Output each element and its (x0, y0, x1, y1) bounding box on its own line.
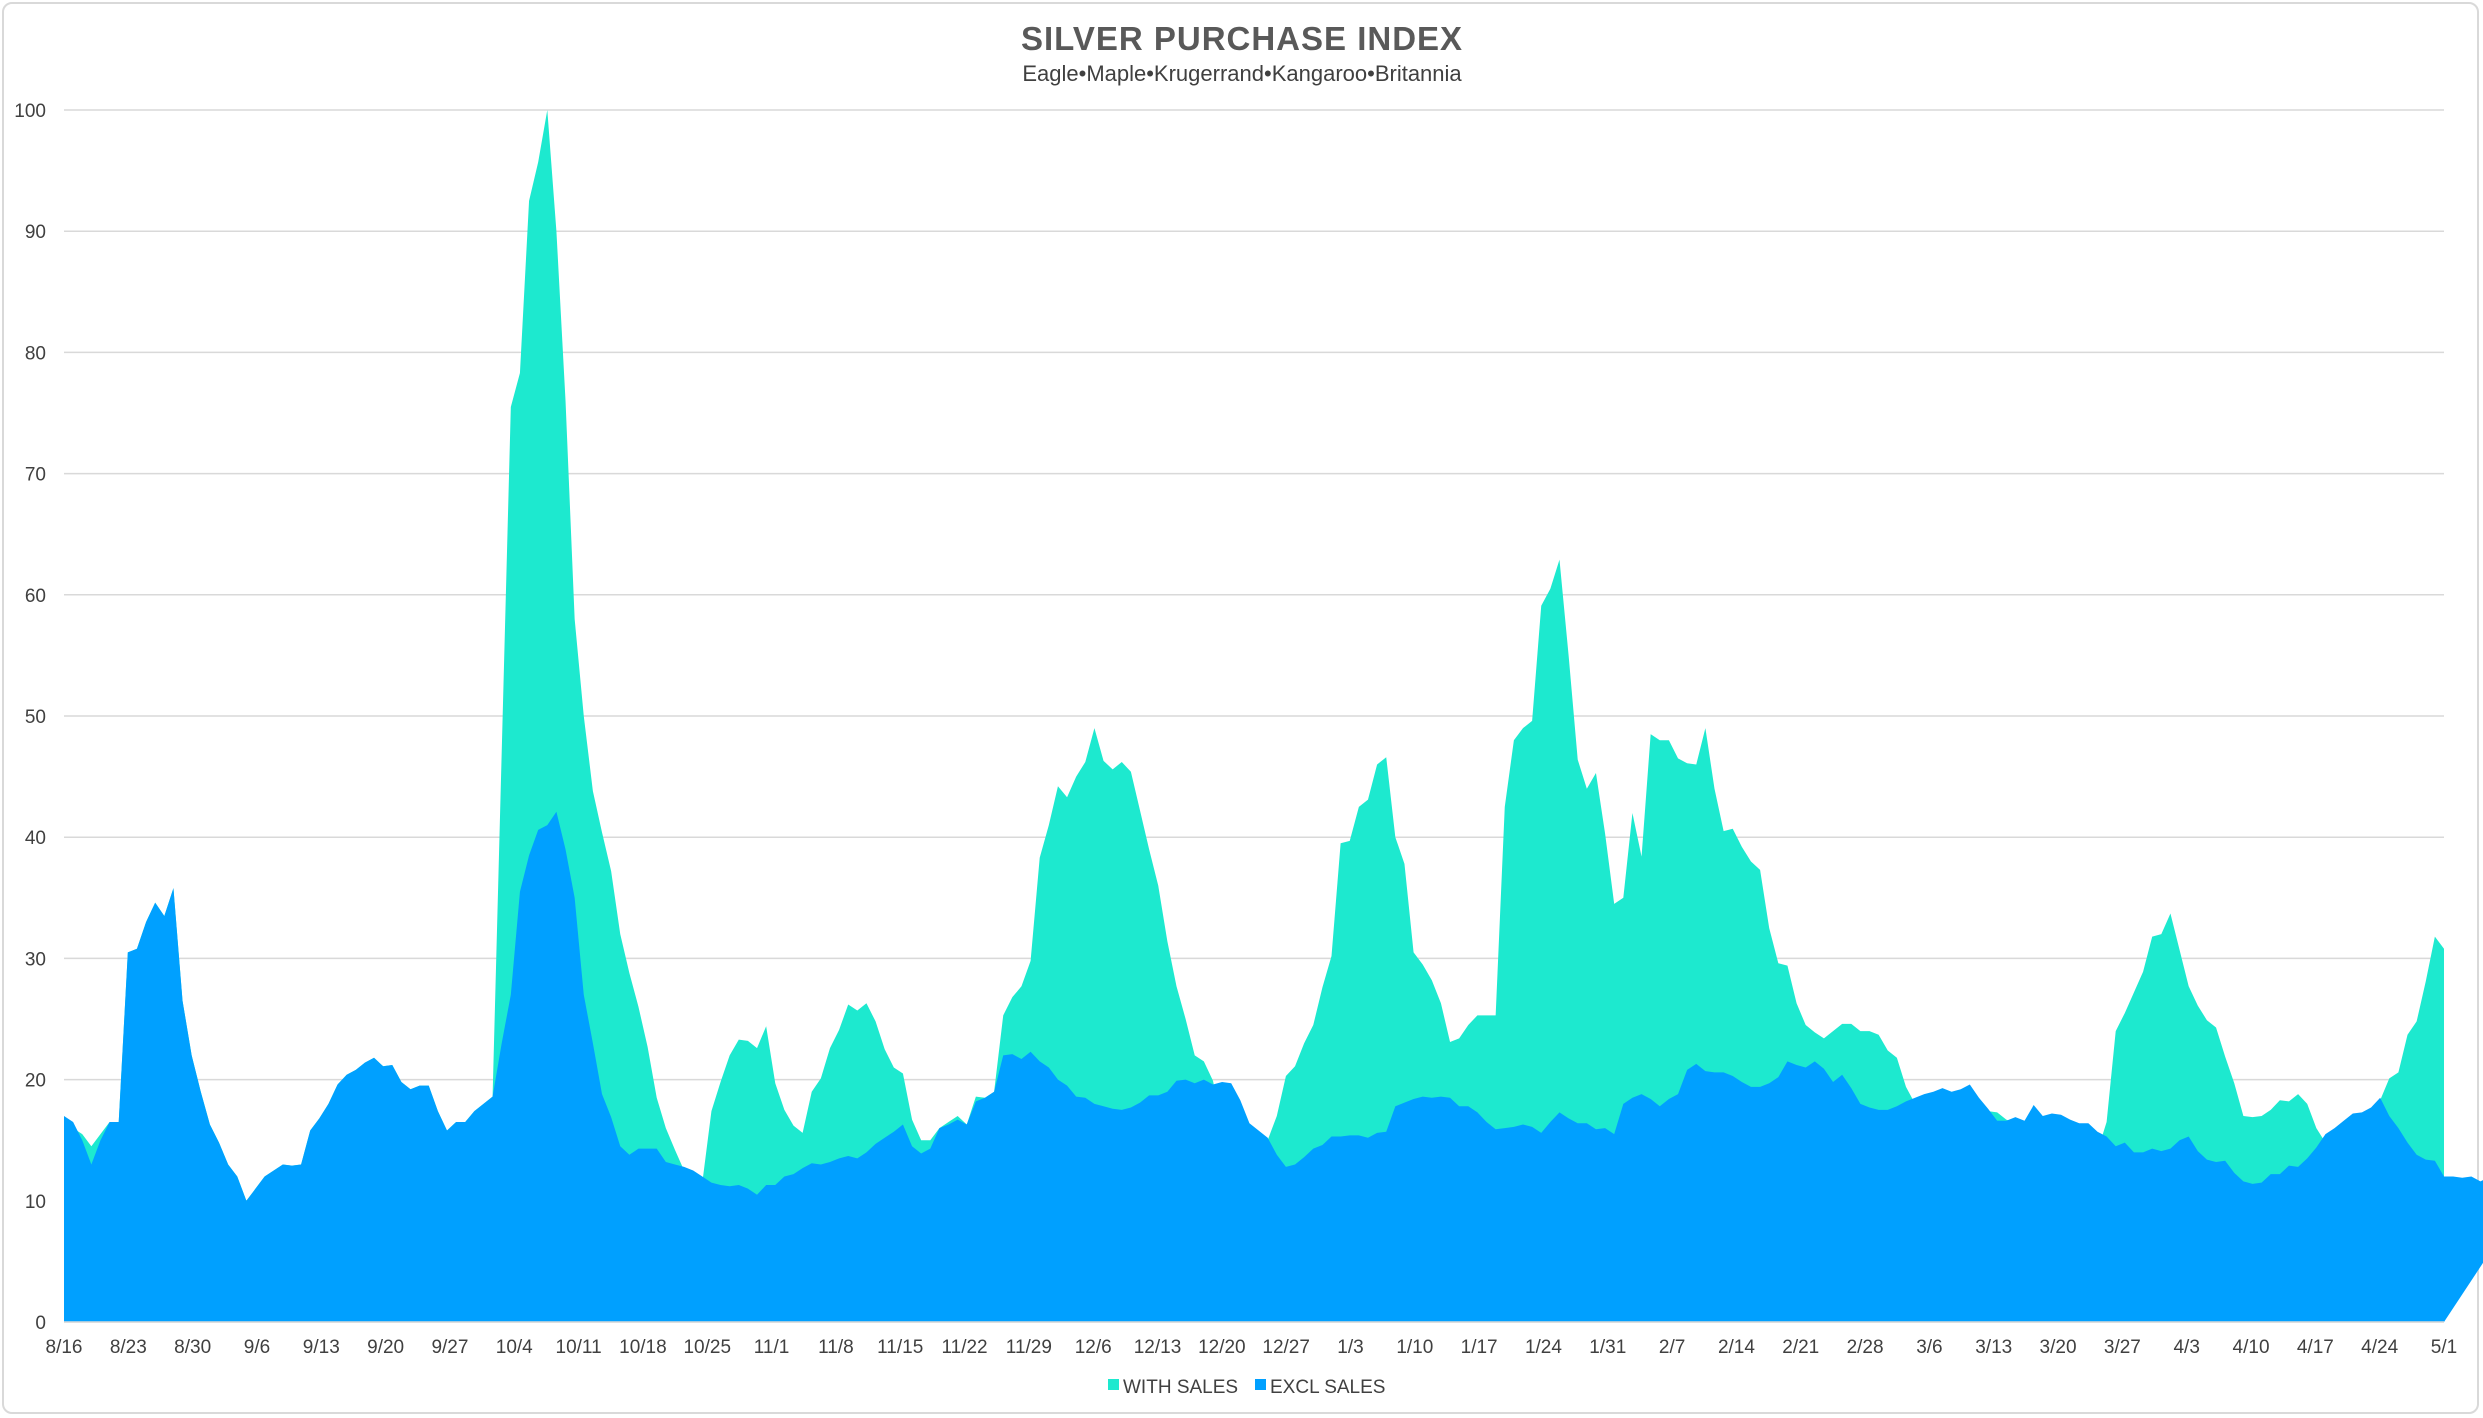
x-tick-label: 3/27 (2104, 1337, 2141, 1358)
x-tick-label: 10/25 (683, 1337, 731, 1358)
y-tick-label: 20 (25, 1071, 46, 1092)
x-axis-ticks: 8/16 8/23 8/30 9/6 9/13 9/20 9/27 10/4 10/11 10/1… (46, 1337, 2458, 1358)
x-tick-label: 11/8 (818, 1337, 854, 1358)
x-tick-label: 10/18 (619, 1337, 667, 1358)
x-tick-label: 4/24 (2361, 1337, 2398, 1358)
x-tick-label: 9/20 (367, 1337, 404, 1358)
x-tick-label: 10/11 (556, 1337, 602, 1358)
x-tick-label: 11/1 (754, 1337, 790, 1358)
plot-areas (64, 110, 2483, 1323)
x-tick-label: 11/15 (877, 1337, 923, 1358)
x-tick-label: 4/3 (2173, 1337, 2199, 1358)
y-tick-label: 50 (25, 707, 46, 728)
y-tick-label: 100 (14, 101, 46, 122)
y-tick-label: 10 (25, 1192, 46, 1213)
x-tick-label: 2/21 (1782, 1337, 1819, 1358)
x-tick-label: 3/13 (1975, 1337, 2012, 1358)
legend-label-with-sales: WITH SALES (1123, 1377, 1238, 1398)
x-tick-label: 8/16 (46, 1337, 83, 1358)
x-tick-label: 12/20 (1198, 1337, 1246, 1358)
x-tick-label: 5/1 (2431, 1337, 2457, 1358)
y-axis-ticks: 0 10 20 30 40 50 60 70 80 90 100 (14, 101, 46, 1334)
y-tick-label: 30 (25, 949, 46, 970)
x-tick-label: 1/24 (1525, 1337, 1562, 1358)
x-tick-label: 2/28 (1847, 1337, 1884, 1358)
x-tick-label: 12/27 (1262, 1337, 1310, 1358)
x-tick-label: 3/20 (2040, 1337, 2077, 1358)
x-tick-label: 9/27 (431, 1337, 468, 1358)
x-tick-label: 1/10 (1396, 1337, 1433, 1358)
y-tick-label: 80 (25, 343, 46, 364)
chart-subtitle: Eagle•Maple•Krugerrand•Kangaroo•Britanni… (1022, 61, 1462, 86)
x-tick-label: 1/17 (1461, 1337, 1498, 1358)
x-tick-label: 9/6 (244, 1337, 270, 1358)
x-tick-label: 1/31 (1589, 1337, 1626, 1358)
chart-title: SILVER PURCHASE INDEX (1021, 20, 1463, 57)
x-tick-label: 8/30 (174, 1337, 211, 1358)
x-tick-label: 12/6 (1075, 1337, 1112, 1358)
x-tick-label: 11/29 (1006, 1337, 1052, 1358)
x-tick-label: 1/3 (1337, 1337, 1363, 1358)
legend-swatch-with-sales (1108, 1379, 1119, 1390)
x-tick-label: 9/13 (303, 1337, 340, 1358)
x-tick-label: 4/17 (2297, 1337, 2334, 1358)
y-tick-label: 70 (25, 465, 46, 486)
legend-label-excl-sales: EXCL SALES (1270, 1377, 1385, 1398)
x-tick-label: 11/22 (941, 1337, 987, 1358)
x-tick-label: 4/10 (2233, 1337, 2270, 1358)
x-tick-label: 10/4 (496, 1337, 533, 1358)
legend: WITH SALES EXCL SALES (1108, 1377, 1385, 1398)
y-tick-label: 90 (25, 222, 46, 243)
y-tick-label: 0 (35, 1313, 46, 1334)
x-tick-label: 12/13 (1134, 1337, 1182, 1358)
x-tick-label: 2/7 (1659, 1337, 1685, 1358)
y-tick-label: 60 (25, 586, 46, 607)
legend-swatch-excl-sales (1255, 1379, 1266, 1390)
x-tick-label: 3/6 (1916, 1337, 1942, 1358)
series-area-excl-sales (64, 811, 2483, 1322)
y-tick-label: 40 (25, 828, 46, 849)
x-tick-label: 2/14 (1718, 1337, 1755, 1358)
x-tick-label: 8/23 (110, 1337, 147, 1358)
